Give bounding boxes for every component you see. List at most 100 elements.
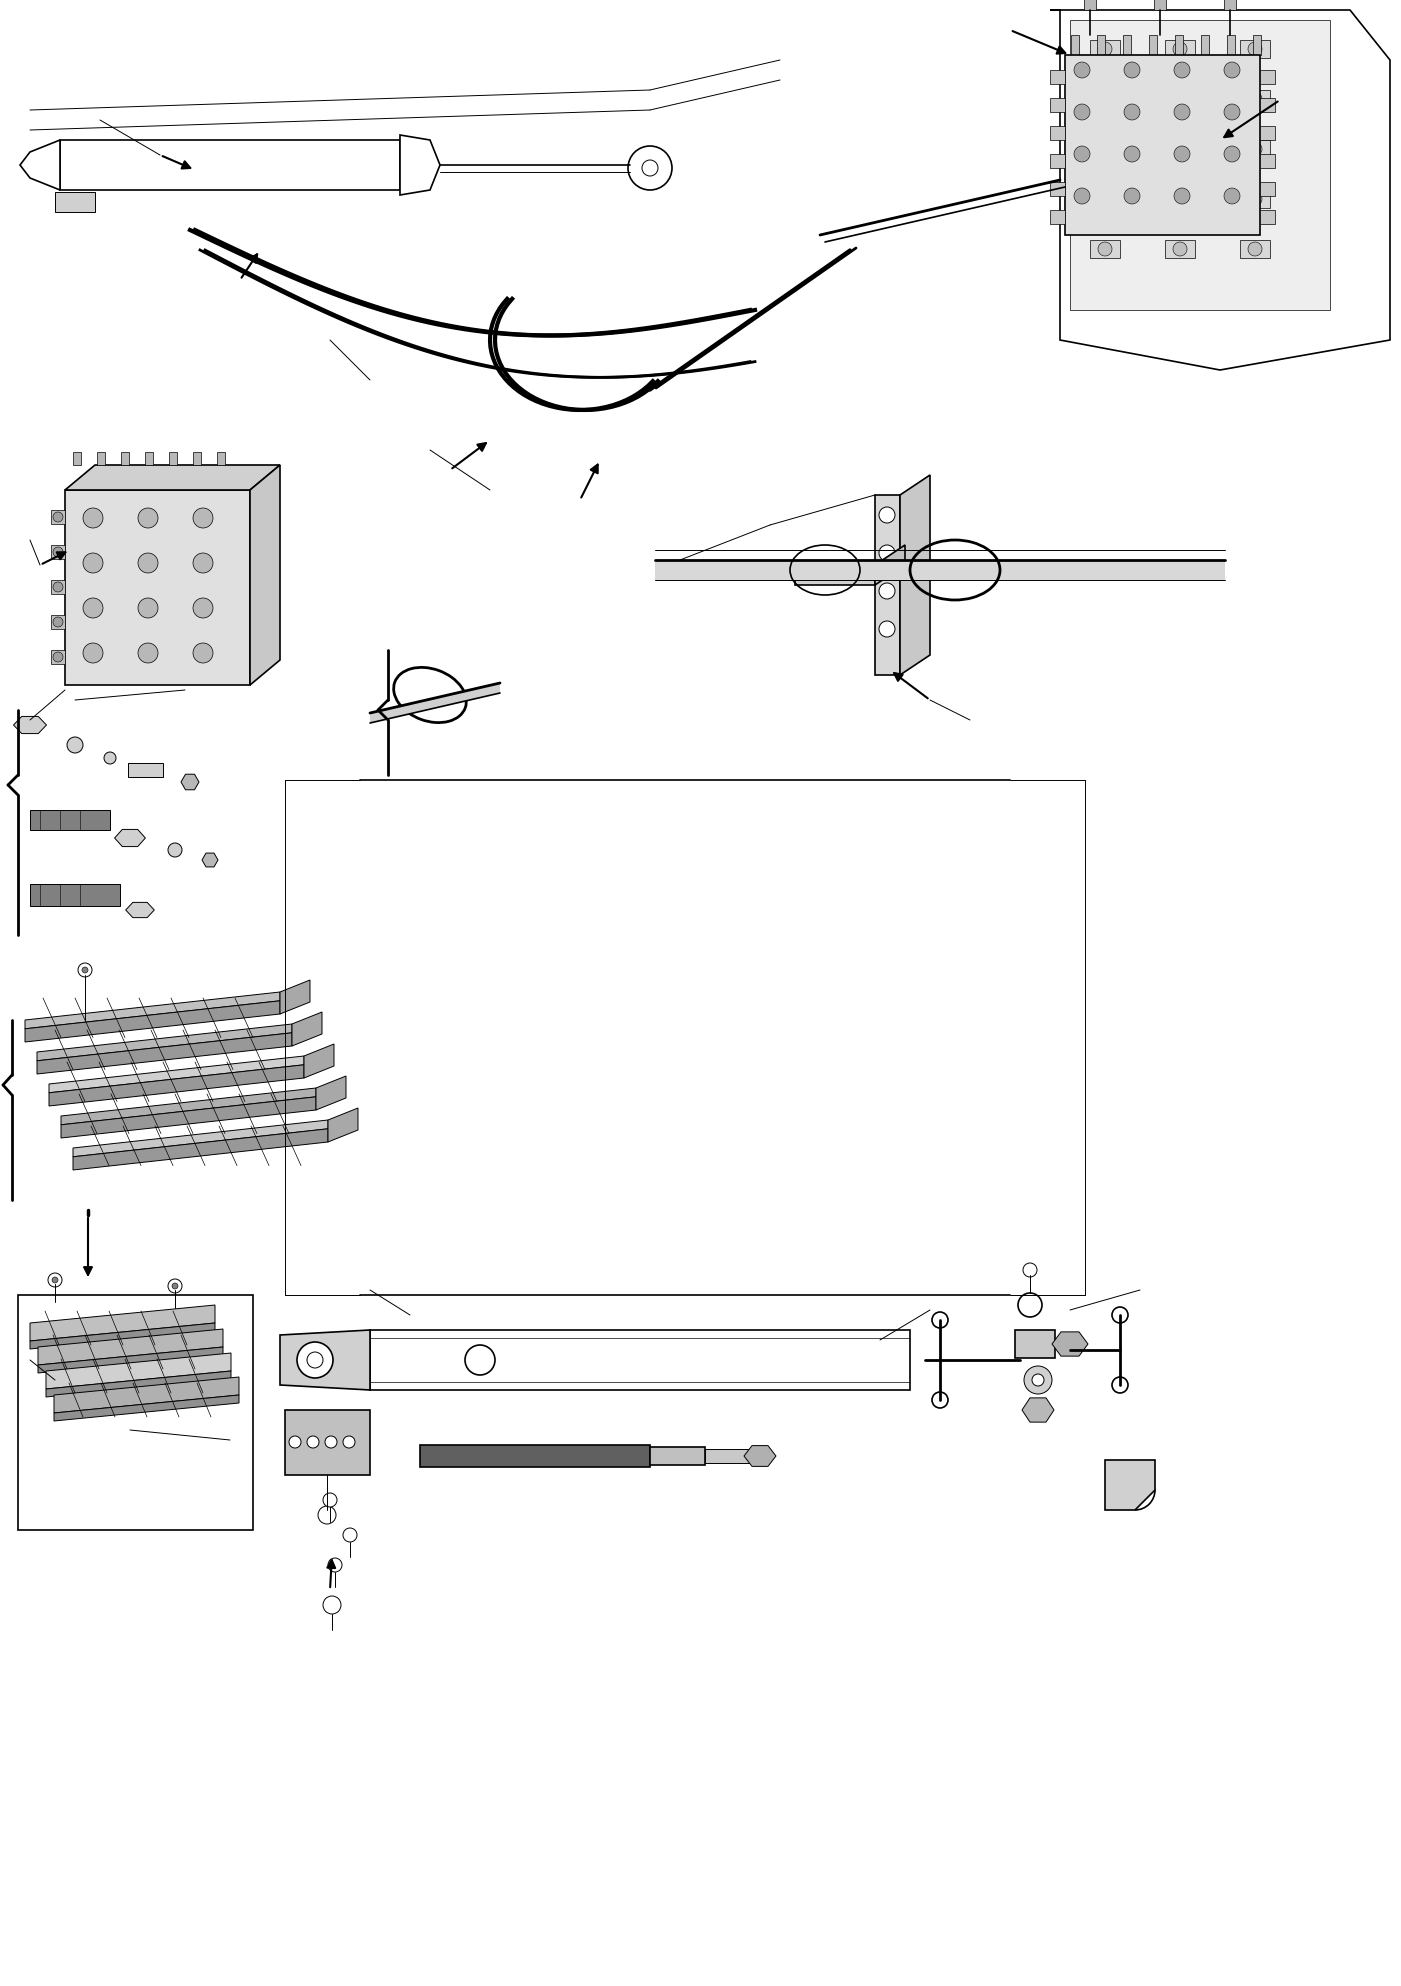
Circle shape: [1173, 143, 1187, 157]
Bar: [1201, 36, 1209, 56]
Circle shape: [1098, 42, 1112, 56]
Bar: [50, 510, 64, 524]
Polygon shape: [181, 775, 199, 790]
Circle shape: [628, 147, 672, 191]
Circle shape: [343, 1527, 357, 1541]
Bar: [1065, 56, 1259, 234]
Circle shape: [53, 582, 63, 592]
Polygon shape: [1049, 10, 1390, 369]
Circle shape: [932, 1313, 948, 1329]
Bar: [50, 580, 64, 594]
Bar: [1166, 240, 1195, 258]
Bar: [1049, 70, 1065, 83]
Bar: [420, 1446, 650, 1468]
Bar: [1259, 155, 1275, 169]
Bar: [127, 763, 163, 777]
Circle shape: [1033, 1374, 1044, 1386]
Bar: [1154, 0, 1166, 10]
Circle shape: [1019, 1293, 1042, 1317]
Bar: [1166, 139, 1195, 159]
Circle shape: [53, 512, 63, 522]
Bar: [1259, 125, 1275, 139]
Bar: [1049, 211, 1065, 224]
Bar: [29, 810, 111, 830]
Bar: [1166, 191, 1195, 209]
Circle shape: [193, 552, 213, 574]
Bar: [29, 884, 120, 906]
Circle shape: [1173, 42, 1187, 56]
Polygon shape: [14, 717, 46, 733]
Circle shape: [139, 598, 158, 618]
Circle shape: [324, 1493, 338, 1507]
Circle shape: [67, 737, 83, 753]
Polygon shape: [115, 830, 146, 846]
Bar: [284, 1410, 370, 1476]
Circle shape: [139, 552, 158, 574]
Circle shape: [53, 651, 63, 661]
Circle shape: [104, 753, 116, 765]
Circle shape: [83, 598, 104, 618]
Bar: [1166, 89, 1195, 107]
Polygon shape: [876, 495, 899, 675]
Polygon shape: [73, 1128, 328, 1170]
Bar: [1240, 40, 1269, 58]
Circle shape: [325, 1436, 338, 1448]
Circle shape: [1098, 143, 1112, 157]
Polygon shape: [291, 1013, 322, 1047]
Circle shape: [1124, 62, 1140, 77]
Bar: [1240, 89, 1269, 107]
Bar: [1049, 97, 1065, 111]
Polygon shape: [38, 1347, 223, 1372]
Bar: [217, 453, 226, 465]
Circle shape: [1173, 193, 1187, 207]
Circle shape: [1124, 103, 1140, 119]
Circle shape: [1112, 1307, 1128, 1323]
Circle shape: [1174, 147, 1189, 163]
Bar: [650, 1448, 705, 1466]
Bar: [1090, 89, 1119, 107]
Bar: [1090, 40, 1119, 58]
Circle shape: [168, 1279, 182, 1293]
Circle shape: [53, 618, 63, 628]
Polygon shape: [38, 1329, 223, 1364]
Bar: [1097, 36, 1105, 56]
Circle shape: [1248, 143, 1262, 157]
Polygon shape: [370, 683, 500, 723]
Circle shape: [52, 1277, 57, 1283]
Bar: [1090, 240, 1119, 258]
Circle shape: [343, 1436, 354, 1448]
Circle shape: [1124, 147, 1140, 163]
Circle shape: [1224, 147, 1240, 163]
Polygon shape: [370, 1331, 911, 1390]
Bar: [120, 453, 129, 465]
Polygon shape: [25, 991, 280, 1029]
Bar: [73, 453, 81, 465]
Circle shape: [1173, 91, 1187, 105]
Circle shape: [139, 508, 158, 528]
Bar: [50, 649, 64, 663]
Circle shape: [1173, 242, 1187, 256]
Circle shape: [932, 1392, 948, 1408]
Circle shape: [1248, 193, 1262, 207]
Circle shape: [83, 643, 104, 663]
Polygon shape: [744, 1446, 776, 1466]
Bar: [1227, 36, 1236, 56]
Circle shape: [1075, 62, 1090, 77]
Polygon shape: [62, 1088, 317, 1124]
Bar: [50, 616, 64, 630]
Circle shape: [193, 508, 213, 528]
Polygon shape: [1105, 1460, 1154, 1509]
Polygon shape: [49, 1064, 304, 1106]
Circle shape: [878, 544, 895, 560]
Polygon shape: [304, 1045, 333, 1078]
Polygon shape: [46, 1370, 231, 1396]
Bar: [18, 1295, 254, 1529]
Bar: [170, 453, 177, 465]
Circle shape: [1174, 62, 1189, 77]
Circle shape: [297, 1343, 333, 1378]
Bar: [1124, 36, 1131, 56]
Bar: [1149, 36, 1157, 56]
Polygon shape: [656, 560, 1224, 580]
Bar: [1259, 97, 1275, 111]
Polygon shape: [20, 139, 60, 191]
